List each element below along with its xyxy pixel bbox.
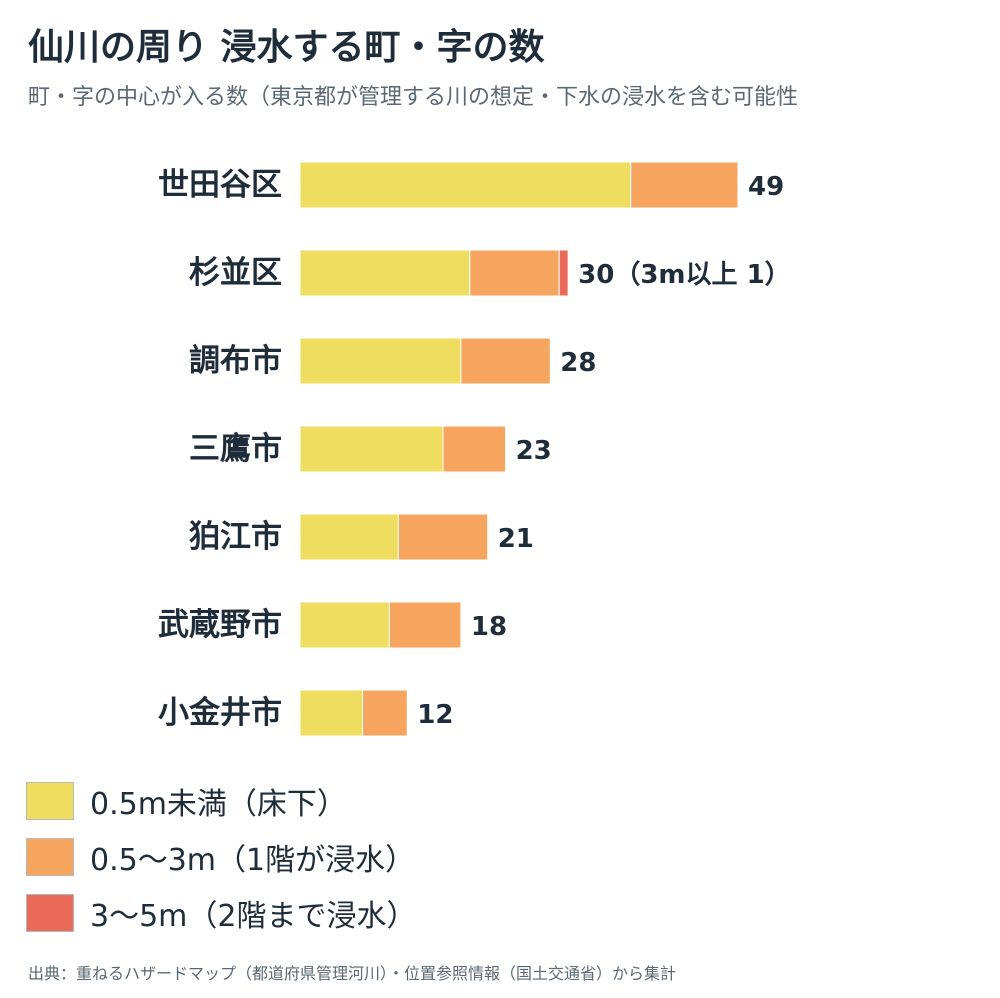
bar-group-2: 調布市 28	[189, 337, 596, 385]
bar-segment-0	[299, 513, 399, 561]
bar-group-5: 武蔵野市 18	[158, 601, 507, 649]
legend-swatch-under-0-5m	[26, 782, 74, 820]
bar-group-6: 小金井市 12	[158, 689, 453, 737]
legend-item-0-5-to-3m: 0.5〜3m（1階が浸水）	[26, 834, 416, 880]
bar-segment-1	[442, 425, 507, 473]
bar-segment-0	[299, 601, 390, 649]
bar-segment-2	[558, 249, 569, 297]
bar-segment-0	[299, 337, 462, 385]
bar-group-4: 狛江市 21	[189, 513, 534, 561]
bar-group-3: 三鷹市 23	[189, 425, 552, 473]
bar-segment-1	[460, 337, 551, 385]
value-label: 49	[748, 172, 784, 202]
chart-title: 仙川の周り 浸水する町・字の数	[28, 27, 545, 68]
bar-segment-1	[397, 513, 489, 561]
legend-item-under-0-5m: 0.5m未満（床下）	[26, 778, 416, 824]
category-label: 世田谷区	[158, 167, 282, 203]
bar-segment-1	[362, 689, 408, 737]
bar-segment-0	[299, 425, 444, 473]
legend-item-3-to-5m: 3〜5m（2階まで浸水）	[26, 890, 416, 936]
value-label: 23	[516, 436, 552, 466]
bar-segment-1	[630, 161, 739, 209]
legend-label-0-5-to-3m: 0.5〜3m（1階が浸水）	[90, 843, 416, 878]
bar-segment-1	[388, 601, 462, 649]
legend-label-under-0-5m: 0.5m未満（床下）	[90, 787, 347, 822]
bar-segment-0	[299, 689, 364, 737]
category-label: 三鷹市	[189, 431, 282, 467]
legend-label-3-to-5m: 3〜5m（2階まで浸水）	[90, 899, 417, 934]
value-label: 12	[417, 700, 453, 730]
source-note: 出典：重ねるハザードマップ（都道府県管理河川）・位置参照情報（国土交通省）から集…	[28, 964, 677, 983]
bar-segment-0	[299, 161, 632, 209]
bar-group-1: 杉並区 30（3m以上 1）	[189, 249, 791, 297]
category-label: 武蔵野市	[158, 607, 282, 643]
value-label: 18	[471, 612, 507, 642]
category-label: 調布市	[189, 343, 282, 379]
value-label: 21	[498, 524, 534, 554]
legend-swatch-3-to-5m	[26, 894, 74, 932]
legend-swatch-0-5-to-3m	[26, 838, 74, 876]
category-label: 杉並区	[189, 255, 282, 291]
value-label: 30（3m以上 1）	[578, 260, 791, 290]
bar-segment-0	[299, 249, 471, 297]
category-label: 狛江市	[189, 519, 282, 555]
chart-subtitle: 町・字の中心が入る数（東京都が管理する川の想定・下水の浸水を含む可能性	[28, 85, 799, 110]
bar-group-0: 世田谷区 49	[158, 161, 784, 209]
value-label: 28	[560, 348, 596, 378]
legend: 0.5m未満（床下） 0.5〜3m（1階が浸水） 3〜5m（2階まで浸水）	[26, 778, 416, 946]
bar-chart: 世田谷区 49 杉並区 30（3m以上 1） 調布市 28 三鷹市 23 狛江市 21 武蔵野市 18…	[158, 161, 791, 737]
category-label: 小金井市	[158, 695, 282, 731]
bar-segment-1	[469, 249, 560, 297]
